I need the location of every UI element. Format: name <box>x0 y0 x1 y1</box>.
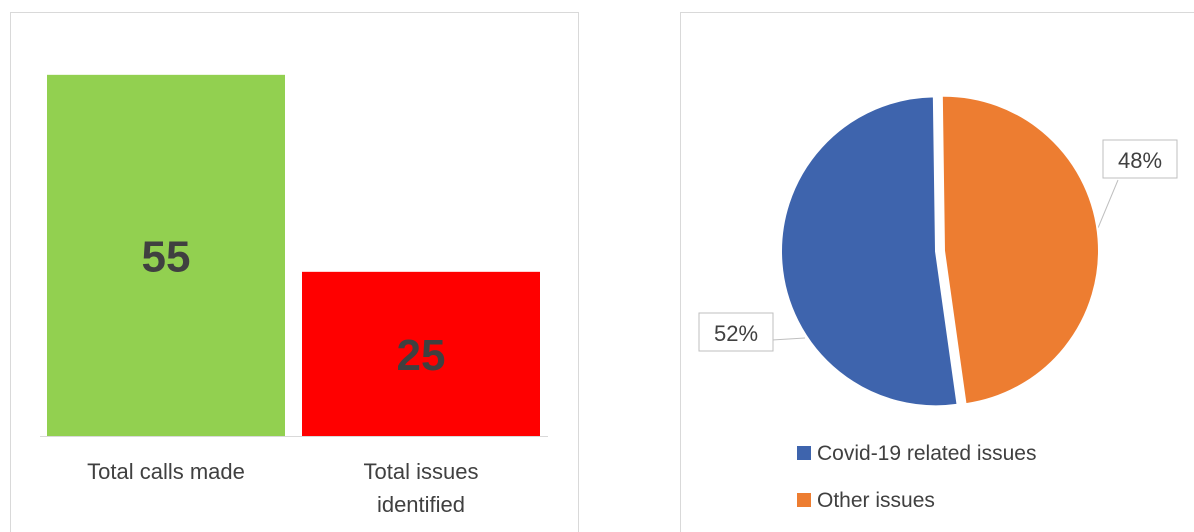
legend-item: Covid-19 related issues <box>797 441 1036 466</box>
legend-swatch <box>797 446 811 460</box>
bar-panel <box>10 12 579 532</box>
leader-line <box>1097 179 1119 229</box>
category-label: Total issues identified <box>363 459 479 517</box>
leader-line <box>771 337 806 341</box>
legend-swatch <box>797 493 811 507</box>
pie-slice <box>780 95 959 408</box>
value-label: 48% <box>1118 148 1162 173</box>
label-box <box>1102 139 1178 179</box>
legend-label: Covid-19 related issues <box>817 442 1037 465</box>
legend-label: Other issues <box>817 489 935 512</box>
label-box <box>698 312 774 352</box>
pie-panel <box>680 12 1194 532</box>
value-label: 52% <box>714 321 758 346</box>
bar <box>47 74 285 436</box>
pie-slice <box>940 94 1100 406</box>
value-label: 55 <box>142 232 191 281</box>
legend-item: Other issues <box>797 488 935 513</box>
value-label: 25 <box>397 331 446 380</box>
bar <box>302 271 540 436</box>
category-label: Total calls made <box>87 459 245 484</box>
